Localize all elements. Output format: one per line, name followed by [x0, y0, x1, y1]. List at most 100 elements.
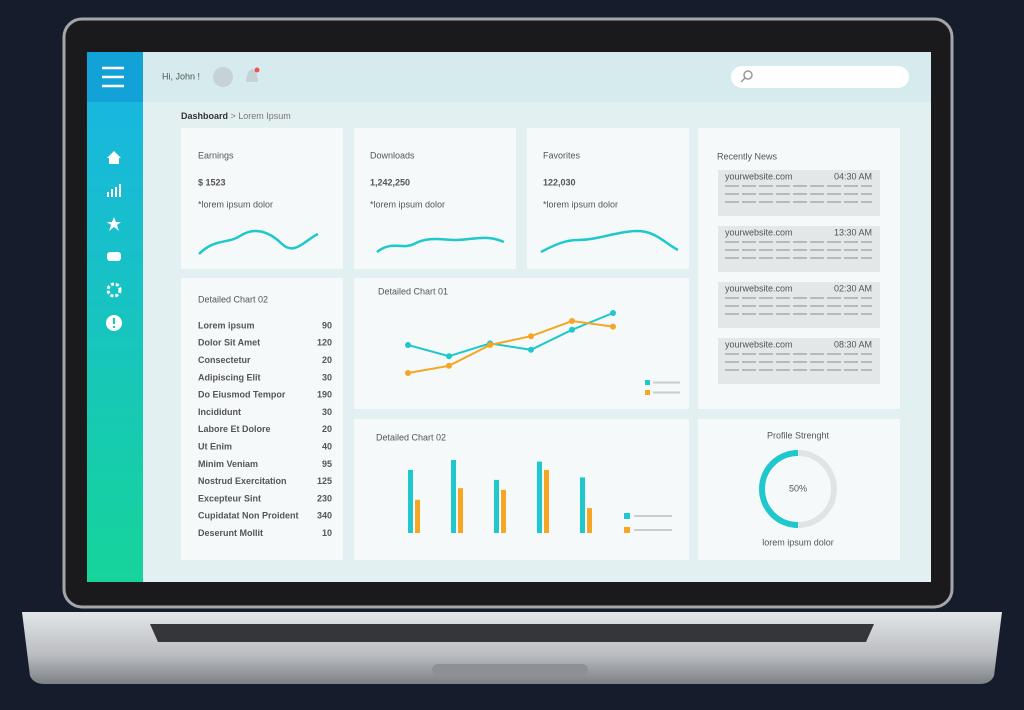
news-source: yourwebsite.com [725, 283, 793, 293]
row-value: 230 [317, 493, 332, 503]
breadcrumb-current[interactable]: Dashboard [181, 111, 228, 121]
card [354, 128, 516, 269]
chart-title: Detailed Chart 01 [378, 286, 448, 296]
news-source: yourwebsite.com [725, 339, 793, 349]
point [569, 318, 575, 324]
alert-icon[interactable] [106, 315, 122, 331]
row-label: Minim Veniam [198, 459, 258, 469]
news-source: yourwebsite.com [725, 227, 793, 237]
home-icon[interactable] [107, 151, 121, 164]
bar [587, 508, 592, 533]
point [446, 353, 452, 360]
row-label: Do Eiusmod Tempor [198, 390, 286, 400]
ring-progress [759, 450, 799, 528]
profile-title: Profile Strenght [767, 430, 830, 440]
line [407, 319, 614, 374]
sparkline [376, 236, 505, 254]
notch [432, 664, 588, 676]
star-icon[interactable] [107, 217, 121, 231]
stat-value: $ 1523 [198, 177, 226, 187]
news-list: yourwebsite.com 04:30 AM yourwebsite.com 13… [718, 170, 880, 384]
news-title: Recently News [717, 151, 778, 161]
row-label: Excepteur Sint [198, 493, 261, 503]
card [181, 278, 343, 560]
row-value: 190 [317, 390, 332, 400]
row-value: 125 [317, 476, 332, 486]
row-value: 340 [317, 511, 332, 521]
row-label: Dolor Sit Amet [198, 338, 260, 348]
bar [501, 489, 506, 533]
row-label: Lorem ipsum [198, 320, 255, 330]
row-label: Nostrud Exercitation [198, 476, 287, 486]
legend-swatch [645, 380, 650, 385]
breadcrumb: Dashboard > Lorem Ipsum [181, 111, 291, 121]
row-label: Ut Enim [198, 441, 232, 451]
stat-value: 1,242,250 [370, 177, 410, 187]
point [610, 323, 616, 330]
news-time: 13:30 AM [834, 227, 872, 237]
stat-note: *lorem ipsum dolor [543, 199, 618, 209]
chat-icon[interactable] [107, 252, 121, 261]
notification-dot [254, 67, 260, 73]
chart-title: Detailed Chart 02 [376, 432, 446, 442]
point [446, 362, 452, 369]
legend-swatch [645, 390, 650, 395]
bell-icon[interactable] [246, 69, 258, 82]
avatar[interactable] [213, 67, 233, 87]
card [698, 419, 900, 560]
stat-title: Earnings [198, 150, 234, 160]
row-label: Incididunt [198, 407, 241, 417]
bar [580, 477, 585, 533]
bar [537, 461, 542, 533]
stat-title: Downloads [370, 150, 415, 160]
table-title: Detailed Chart 02 [198, 294, 268, 304]
stat-title: Favorites [543, 150, 581, 160]
stat-note: *lorem ipsum dolor [370, 199, 445, 209]
point [528, 333, 534, 340]
stat-note: *lorem ipsum dolor [198, 199, 273, 209]
keyboard-edge [150, 624, 874, 642]
sidebar-icons [106, 151, 122, 331]
row-value: 20 [322, 355, 332, 365]
point [487, 342, 493, 348]
row-label: Cupidatat Non Proident [198, 511, 299, 521]
card [354, 278, 689, 409]
row-value: 20 [322, 424, 332, 434]
stats-icon[interactable] [107, 184, 121, 197]
row-value: 30 [322, 372, 332, 382]
search-icon[interactable] [743, 70, 753, 80]
bar [408, 469, 413, 533]
bar [458, 488, 463, 533]
point [405, 342, 411, 348]
bar [544, 469, 549, 533]
sparkline [198, 229, 319, 255]
row-value: 40 [322, 441, 332, 451]
row-value: 95 [322, 459, 332, 469]
point [569, 326, 575, 333]
point [610, 310, 616, 316]
bar [451, 459, 456, 533]
search-icon-handle [740, 77, 746, 83]
news-source: yourwebsite.com [725, 171, 793, 181]
settings-icon[interactable] [106, 282, 122, 298]
legend-swatch [624, 527, 630, 533]
search-box[interactable] [731, 66, 909, 88]
row-value: 90 [322, 320, 332, 330]
news-time: 04:30 AM [834, 171, 872, 181]
row-label: Consectetur [198, 355, 251, 365]
line [407, 312, 614, 358]
row-value: 120 [317, 338, 332, 348]
menu-icon[interactable] [102, 66, 124, 88]
news-time: 08:30 AM [834, 339, 872, 349]
bar [415, 499, 420, 533]
greeting: Hi, John ! [162, 71, 200, 81]
row-value: 30 [322, 407, 332, 417]
row-label: Deserunt Mollit [198, 528, 263, 538]
news-time: 02:30 AM [834, 283, 872, 293]
sparklines [198, 229, 679, 255]
stat-value: 122,030 [543, 177, 576, 187]
sparkline [540, 229, 679, 254]
breadcrumb-trail: > Lorem Ipsum [231, 111, 291, 121]
point [405, 370, 411, 376]
